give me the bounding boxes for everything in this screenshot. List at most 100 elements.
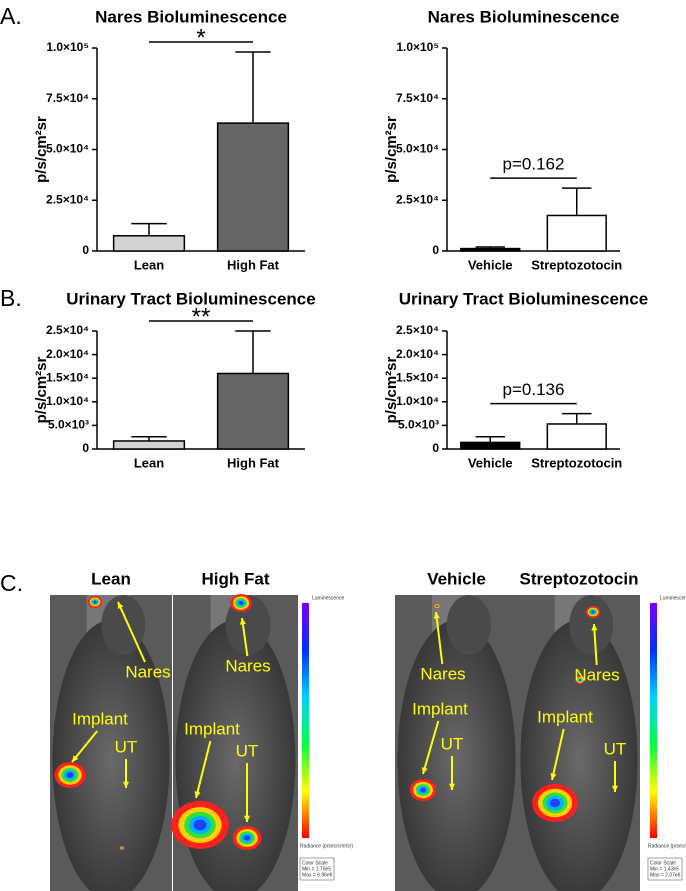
chart-title: Urinary Tract Bioluminescence xyxy=(66,289,315,308)
y-tick-label: 7.5×10⁴ xyxy=(46,91,89,105)
arrow xyxy=(195,740,212,799)
image-annotation: Nares xyxy=(574,665,619,684)
y-tick-label: 1.0×10⁵ xyxy=(396,40,439,54)
scale-title: Luminescence xyxy=(312,595,344,601)
scale-title: Luminescence xyxy=(660,595,686,601)
bar xyxy=(460,441,521,450)
x-tick-label: High Fat xyxy=(227,455,280,470)
panel-label: B. xyxy=(0,285,22,311)
arrow xyxy=(71,730,98,763)
significance-label: ** xyxy=(192,303,211,330)
y-tick-label: 2.5×10⁴ xyxy=(46,323,89,337)
arrow-head xyxy=(194,791,201,798)
scale-box xyxy=(299,857,335,881)
arrow xyxy=(551,728,565,781)
arrow-head xyxy=(239,618,246,625)
signal-blob xyxy=(121,847,123,849)
image-annotation: Implant xyxy=(537,707,593,726)
y-tick-label: 0 xyxy=(432,243,439,257)
arrow-head xyxy=(448,783,456,790)
image-annotation: Nares xyxy=(125,662,170,681)
chart-title: Urinary Tract Bioluminescence xyxy=(399,289,648,308)
arrow-head xyxy=(122,781,130,788)
y-tick-label: 5.0×10⁴ xyxy=(396,142,439,156)
y-axis-label: p/s/cm²sr xyxy=(33,116,50,183)
signal-blob xyxy=(193,819,207,831)
x-tick-label: High Fat xyxy=(227,257,280,272)
scale-max: Max = 2.07e6 xyxy=(650,872,681,878)
arrow-head xyxy=(72,755,79,762)
y-axis-label: p/s/cm²sr xyxy=(383,356,400,423)
image-title: High Fat xyxy=(202,569,270,588)
image-annotation: Implant xyxy=(72,709,128,728)
y-tick-label: 1.0×10⁵ xyxy=(46,40,89,54)
mouse-head xyxy=(446,595,491,655)
significance-label: * xyxy=(196,24,205,51)
image-annotation: UT xyxy=(604,739,627,758)
bar xyxy=(216,372,290,450)
arrow xyxy=(593,623,598,666)
panel-label: C. xyxy=(0,570,23,596)
color-bar xyxy=(302,603,309,838)
image-annotation: Implant xyxy=(184,719,240,738)
image-annotation: UT xyxy=(236,741,259,760)
color-bar xyxy=(650,603,657,838)
y-tick-label: 1.0×10⁴ xyxy=(396,394,439,408)
signal-blob xyxy=(578,679,582,681)
y-tick-label: 1.5×10⁴ xyxy=(396,370,439,384)
scale-unit: Radiance (p/sec/cm²/sr) xyxy=(300,843,353,849)
bar xyxy=(460,247,521,252)
image-annotation: UT xyxy=(441,734,464,753)
signal-blob xyxy=(420,787,426,793)
chart-title: Nares Bioluminescence xyxy=(95,7,287,26)
signal-blob xyxy=(243,835,251,841)
mouse-body xyxy=(397,620,516,891)
y-tick-label: 0 xyxy=(432,441,439,455)
y-tick-label: 2.5×10⁴ xyxy=(396,192,439,206)
arrow xyxy=(435,611,444,665)
bar xyxy=(546,214,607,252)
signal-blob xyxy=(93,600,97,604)
signal-blob xyxy=(238,601,244,605)
signal-blob xyxy=(591,610,595,614)
mouse-head xyxy=(569,595,614,655)
x-tick-label: Lean xyxy=(134,455,164,470)
arrow-head xyxy=(550,773,557,780)
mouse-body xyxy=(520,620,638,891)
image-title: Vehicle xyxy=(427,569,486,588)
y-tick-label: 1.0×10⁴ xyxy=(46,394,89,408)
bar xyxy=(546,423,607,450)
image-title: Streptozotocin xyxy=(520,569,639,588)
arrow xyxy=(422,720,440,775)
bar xyxy=(112,235,186,252)
y-tick-label: 5.0×10³ xyxy=(48,418,89,432)
y-axis-label: p/s/cm²sr xyxy=(33,356,50,423)
significance-label: p=0.136 xyxy=(503,380,565,399)
y-tick-label: 0 xyxy=(82,243,89,257)
scale-box xyxy=(647,857,683,881)
x-tick-label: Streptozotocin xyxy=(531,455,622,470)
arrow xyxy=(117,601,146,663)
arrow xyxy=(241,617,249,657)
x-tick-label: Lean xyxy=(134,257,164,272)
y-tick-label: 2.0×10⁴ xyxy=(396,347,439,361)
arrow-head xyxy=(433,612,440,619)
y-tick-label: 5.0×10³ xyxy=(398,418,439,432)
arrow-head xyxy=(117,602,124,609)
mouse-body xyxy=(52,620,170,891)
chart-title: Nares Bioluminescence xyxy=(428,7,620,26)
bar xyxy=(216,122,290,252)
significance-label: p=0.162 xyxy=(503,155,565,174)
image-annotation: Nares xyxy=(225,656,270,675)
y-tick-label: 2.5×10⁴ xyxy=(396,323,439,337)
arrow-head xyxy=(611,785,619,792)
scale-heading: Color Scale xyxy=(650,860,676,866)
image-annotation: UT xyxy=(115,737,138,756)
y-tick-label: 2.5×10⁴ xyxy=(46,192,89,206)
arrow-head xyxy=(591,624,598,631)
y-tick-label: 7.5×10⁴ xyxy=(396,91,439,105)
bar xyxy=(112,440,186,450)
arrow-head xyxy=(421,767,428,774)
x-tick-label: Streptozotocin xyxy=(531,257,622,272)
